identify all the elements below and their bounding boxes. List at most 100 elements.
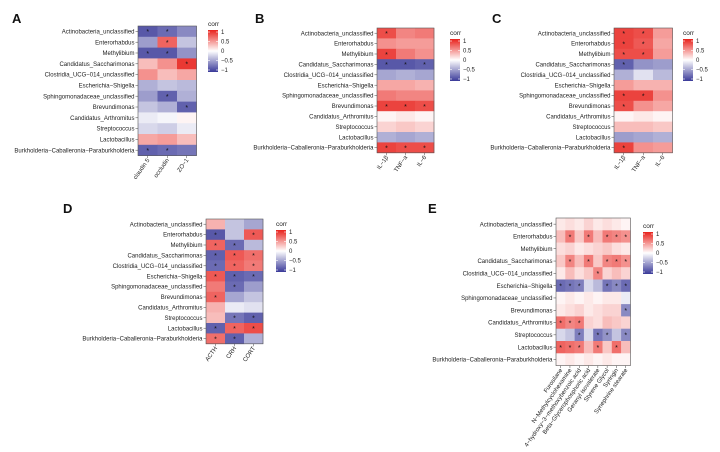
panel-c-column-label: IL−6 [655, 154, 667, 168]
panel-e-cell [602, 254, 613, 268]
panel-b-cell [415, 80, 435, 91]
panel-e-cell [593, 341, 603, 354]
panel-c-row-label: Brevundimonas [569, 104, 611, 110]
panel-e-cell [583, 242, 594, 256]
panel-b-legend-tick-label: 1 [463, 39, 467, 45]
panel-e-cell [611, 316, 622, 329]
panel-d-row-label: Streptococcus [164, 316, 202, 322]
panel-a-cell [138, 112, 158, 124]
panel-d-cell [244, 323, 264, 334]
panel-b-significance-marker: * [423, 145, 426, 152]
panel-b-cell [415, 38, 435, 50]
panel-e-cell [602, 230, 613, 243]
panel-d-column-label: CORT [243, 346, 258, 364]
panel-d-row-label: Candidatus_Saccharimonas [127, 254, 202, 260]
panel-e-cell [556, 328, 566, 342]
panel-b-column-label: IL−6 [416, 154, 428, 168]
panel-d-column-label: ACTH [205, 346, 219, 363]
panel-d-cell [244, 281, 264, 293]
panel-d-cell [206, 333, 226, 345]
panel-e-cell [565, 341, 575, 354]
panel-e-cell [611, 353, 622, 366]
panel-a-significance-marker: * [146, 148, 149, 155]
panel-d-cell [225, 229, 245, 241]
panel-c-row-label: Burkholderia−Caballeronia−Paraburkholder… [490, 146, 611, 152]
panel-e-significance-marker: * [596, 271, 599, 278]
panel-d-row-label: Actinobacteria_unclassified [130, 222, 203, 228]
panel-c-cell [653, 90, 673, 102]
panel-e-cell [574, 254, 585, 268]
panel-c-cell [614, 90, 634, 102]
panel-b-significance-marker: * [385, 62, 388, 69]
panel-e-cell [593, 230, 603, 243]
panel-e-cell [593, 304, 603, 317]
panel-a-cell [138, 47, 158, 59]
panel-e-cell [593, 291, 603, 305]
panel-d-row-label: Brevundimonas [161, 295, 203, 301]
panel-e-cell [621, 254, 631, 268]
panel-d-cell [206, 312, 226, 324]
panel-a-cell [177, 47, 197, 59]
panel-b-column-label: TNF−a [394, 154, 410, 173]
panel-a-letter: A [12, 11, 22, 26]
panel-b-significance-marker: * [385, 145, 388, 152]
panel-e-cell [583, 328, 594, 342]
panel-e-cell [556, 242, 566, 256]
panel-e-cell [556, 341, 566, 354]
panel-d-cell [244, 291, 264, 303]
panel-e-cell [611, 279, 622, 293]
panel-d-significance-marker: * [233, 326, 236, 333]
panel-b-cell [377, 132, 397, 143]
panel-e-cell [574, 304, 585, 317]
panel-e-cell [565, 267, 575, 280]
panel-a-cell [177, 144, 197, 156]
panel-d-row-label: Candidatus_Arthromitus [138, 306, 202, 312]
panel-e-cell [556, 267, 566, 280]
panel-e-cell [556, 279, 566, 293]
panel-e-cell [574, 230, 585, 243]
panel-a-column-label: occludin [153, 158, 171, 179]
panel-a-legend-tick-label: −1 [221, 68, 229, 74]
panel-e-cell [611, 242, 622, 256]
panel-a-row-label: Lactobacillus [100, 138, 135, 144]
panel-d-cell [244, 312, 264, 324]
panel-c-cell [633, 38, 654, 50]
panel-e-cell [602, 267, 613, 280]
panel-d-cell [244, 271, 264, 282]
panel-a-legend-title: corr [208, 21, 220, 28]
panel-c-cell [653, 132, 673, 143]
panel-e-cell [556, 218, 566, 231]
panel-e-row-label: Lactobacillus [518, 345, 553, 351]
panel-e-cell [574, 291, 585, 305]
panel-a-significance-marker: * [166, 51, 169, 58]
panel-c-cell [633, 121, 654, 133]
panel-e-cell [602, 328, 613, 342]
panel-d-cell [225, 260, 245, 272]
panel-d-cell [206, 302, 226, 313]
panel-e-row-label: Candidatus_Saccharimonas [477, 259, 552, 265]
panel-c-row-label: Escherichia−Shigella [555, 83, 612, 89]
panel-d-letter: D [63, 201, 72, 216]
panel-d-significance-marker: * [233, 253, 236, 260]
panel-a-cell [157, 101, 178, 113]
panel-b-row-label: Methylibium [341, 52, 373, 58]
panel-d-cell [206, 260, 226, 272]
panel-a-cell [177, 90, 197, 102]
panel-e-cell [556, 230, 566, 243]
panel-d-cell [206, 229, 226, 241]
panel-a-cell [157, 47, 178, 59]
panel-a-cell [138, 134, 158, 146]
panel-e-cell [593, 267, 603, 280]
panel-c-row-label: Candidatus_Saccharimonas [535, 63, 610, 69]
panel-d-row-label: Clostridia_UCG−014_unclassified [113, 264, 203, 270]
panel-e-cell [611, 328, 622, 342]
panel-e-significance-marker: * [569, 345, 572, 352]
panel-a-legend-tick-label: 0 [221, 49, 225, 55]
panel-a-significance-marker: * [146, 29, 149, 36]
panel-b-row-label: Brevundimonas [332, 104, 374, 110]
panel-b-cell [396, 111, 416, 122]
panel-e-row-label: Methylibium [520, 247, 552, 253]
panel-c-cell [614, 142, 634, 154]
panel-c-cell [653, 48, 673, 60]
